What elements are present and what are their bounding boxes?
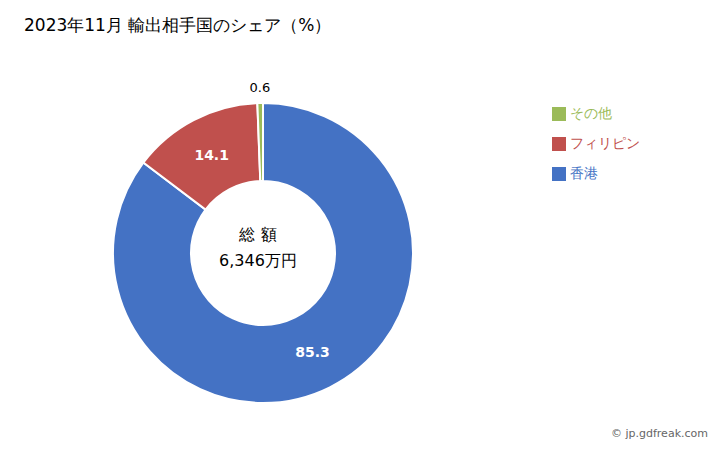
svg-text:14.1: 14.1 — [194, 147, 229, 163]
html-text:6,346万円: 6,346万円 — [219, 251, 297, 270]
html-text:2023年11月 輸出相手国のシェア（%）: 2023年11月 輸出相手国のシェア（%） — [24, 15, 332, 35]
html-text:香港: 香港 — [570, 165, 598, 181]
html-text:総 額: 総 額 — [239, 225, 277, 244]
html-text:フィリピン: フィリピン — [570, 135, 640, 151]
html-text:その他: その他 — [570, 105, 612, 121]
svg-text:0.6: 0.6 — [250, 80, 271, 95]
html-text:© jp.gdfreak.com: © jp.gdfreak.com — [611, 427, 708, 440]
svg-text:85.3: 85.3 — [295, 344, 330, 360]
